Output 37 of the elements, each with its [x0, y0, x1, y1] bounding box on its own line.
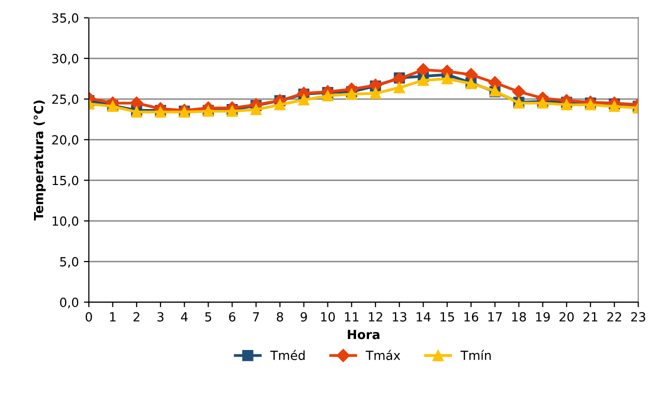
y-axis-title: Temperatura (°C)	[34, 100, 46, 220]
x-tick-label: 14	[416, 312, 431, 322]
x-tick-label: 12	[368, 312, 382, 322]
x-tick-label: 8	[276, 312, 284, 322]
x-tick-label: 10	[321, 312, 335, 322]
x-tick-label: 19	[536, 312, 550, 322]
x-tick-label: 4	[181, 312, 188, 322]
x-tick-label: 7	[253, 312, 259, 322]
legend-label: Tmín	[460, 350, 491, 360]
y-tick-label: 0,0	[60, 298, 78, 308]
x-tick-label: 16	[464, 312, 478, 322]
x-tick-label: 13	[392, 312, 406, 322]
x-tick-label: 15	[440, 312, 454, 322]
x-tick-label: 2	[134, 312, 140, 322]
x-axis-title: Hora	[348, 330, 380, 340]
x-tick-label: 23	[631, 312, 646, 322]
legend-label: Tméd	[270, 350, 305, 360]
x-tick-label: 17	[488, 312, 502, 322]
x-tick-label: 5	[205, 312, 212, 322]
x-tick-label: 11	[345, 312, 358, 322]
x-tick-label: 21	[583, 312, 598, 322]
x-tick-label: 3	[157, 312, 164, 322]
x-tick-label: 22	[607, 312, 622, 322]
y-tick-label: 15,0	[52, 176, 78, 186]
x-tick-label: 1	[110, 312, 116, 322]
y-tick-label: 5,0	[60, 257, 78, 268]
y-tick-label: 10,0	[52, 216, 78, 228]
y-tick-label: 25,0	[52, 94, 78, 106]
x-tick-label: 0	[86, 312, 92, 322]
x-tick-label: 20	[560, 312, 574, 322]
legend-label: Tmáx	[366, 350, 400, 360]
x-tick-label: 9	[300, 312, 307, 322]
y-tick-label: 35,0	[52, 13, 78, 24]
y-tick-label: 30,0	[52, 54, 78, 65]
x-tick-label: 6	[229, 312, 236, 322]
y-tick-label: 20,0	[52, 135, 78, 146]
x-tick-label: 18	[512, 312, 526, 322]
